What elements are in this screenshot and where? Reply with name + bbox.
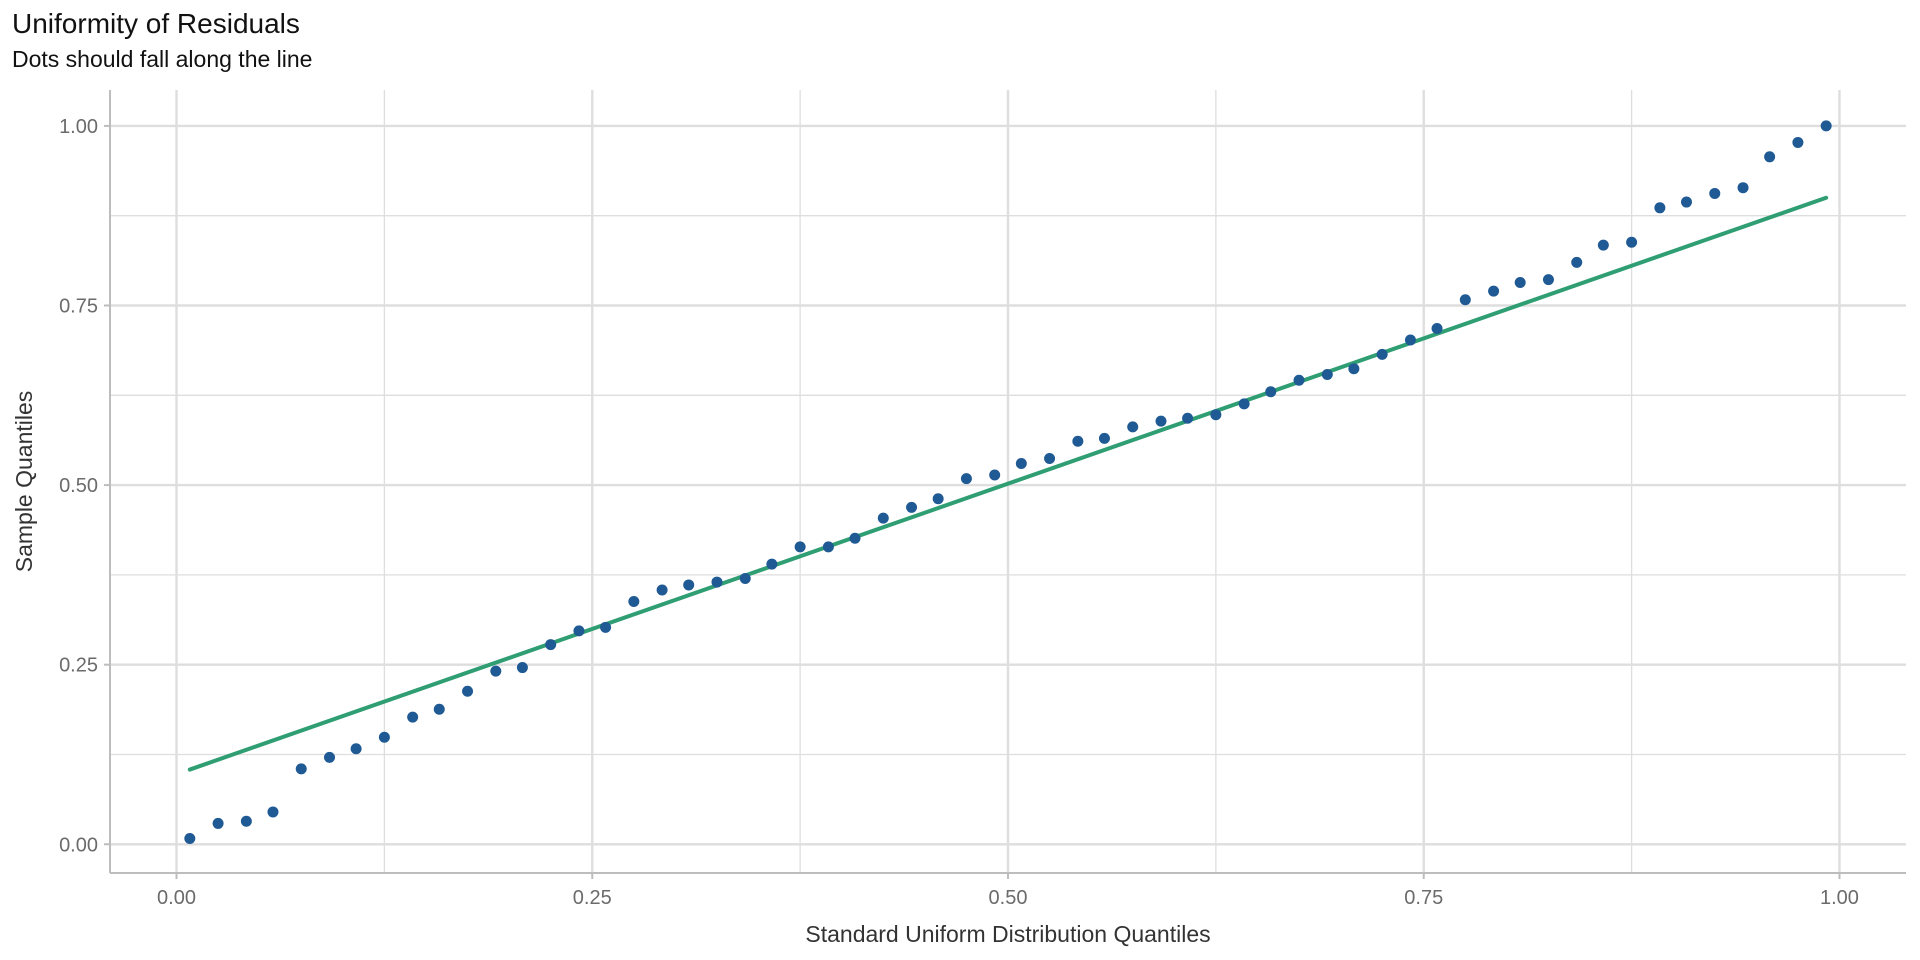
data-point bbox=[1680, 196, 1692, 208]
data-point bbox=[1376, 348, 1388, 360]
x-tick-label: 0.75 bbox=[1404, 887, 1443, 909]
data-point bbox=[1127, 421, 1139, 433]
data-point bbox=[1514, 277, 1526, 289]
data-point bbox=[1098, 432, 1110, 444]
data-point bbox=[1654, 202, 1666, 214]
chart-subtitle: Dots should fall along the line bbox=[12, 46, 313, 72]
data-point bbox=[462, 685, 474, 697]
data-point bbox=[378, 731, 390, 743]
data-point bbox=[1265, 386, 1277, 398]
data-point bbox=[516, 662, 528, 674]
data-point bbox=[267, 806, 279, 818]
data-point bbox=[1238, 398, 1250, 410]
data-point bbox=[711, 576, 723, 588]
data-point bbox=[600, 621, 612, 633]
data-point bbox=[490, 665, 502, 677]
data-point bbox=[1792, 136, 1804, 148]
x-tick-label: 1.00 bbox=[1820, 887, 1859, 909]
reference-line-group bbox=[187, 195, 1829, 772]
data-point bbox=[1737, 182, 1749, 194]
data-point bbox=[1155, 415, 1167, 427]
data-point bbox=[1348, 363, 1360, 375]
data-point bbox=[960, 473, 972, 485]
data-point bbox=[1072, 435, 1084, 447]
data-point bbox=[407, 711, 419, 723]
data-points bbox=[184, 120, 1832, 845]
data-point bbox=[1542, 274, 1554, 286]
x-tick-label: 0.50 bbox=[989, 887, 1028, 909]
y-axis-title: Sample Quantiles bbox=[11, 391, 37, 573]
data-point bbox=[573, 625, 585, 637]
y-tick-label: 0.00 bbox=[59, 834, 98, 856]
data-point bbox=[1431, 322, 1443, 334]
data-point bbox=[1321, 368, 1333, 380]
data-point bbox=[877, 512, 889, 524]
major-gridlines bbox=[110, 90, 1906, 873]
data-point bbox=[545, 639, 557, 651]
data-point bbox=[350, 743, 362, 755]
data-point bbox=[794, 541, 806, 553]
data-point bbox=[849, 532, 861, 544]
data-point bbox=[739, 572, 751, 584]
x-axis-title: Standard Uniform Distribution Quantiles bbox=[805, 921, 1210, 947]
data-point bbox=[324, 751, 336, 763]
data-point bbox=[433, 703, 445, 715]
data-point bbox=[212, 817, 224, 829]
x-tick-label: 0.00 bbox=[157, 887, 196, 909]
data-point bbox=[1597, 239, 1609, 251]
data-point bbox=[989, 469, 1001, 481]
data-point bbox=[1764, 151, 1776, 163]
y-tick-label: 0.75 bbox=[59, 296, 98, 318]
data-point bbox=[295, 763, 307, 775]
data-point bbox=[1015, 458, 1027, 470]
data-point bbox=[1488, 285, 1500, 297]
data-point bbox=[656, 584, 668, 596]
data-point bbox=[1404, 334, 1416, 346]
y-tick-label: 0.50 bbox=[59, 475, 98, 497]
y-tick-labels: 0.00 0.25 0.50 0.75 1.00 bbox=[59, 116, 98, 856]
data-point bbox=[1210, 409, 1222, 421]
data-point bbox=[184, 833, 196, 845]
data-point bbox=[906, 501, 918, 513]
reference-line bbox=[187, 195, 1829, 772]
data-point bbox=[822, 541, 834, 553]
data-point bbox=[1044, 453, 1056, 465]
data-point bbox=[1571, 256, 1583, 268]
data-point bbox=[1459, 294, 1471, 306]
data-point bbox=[1820, 120, 1832, 132]
data-point bbox=[1293, 374, 1305, 386]
data-point bbox=[1709, 187, 1721, 199]
axes bbox=[104, 90, 1906, 879]
x-tick-label: 0.25 bbox=[573, 887, 612, 909]
data-point bbox=[1182, 412, 1194, 424]
data-point bbox=[932, 493, 944, 505]
chart-title: Uniformity of Residuals bbox=[12, 8, 300, 39]
x-tick-labels: 0.00 0.25 0.50 0.75 1.00 bbox=[157, 887, 1859, 909]
data-point bbox=[683, 579, 695, 591]
y-tick-label: 0.25 bbox=[59, 655, 98, 677]
data-point bbox=[766, 558, 778, 570]
data-point bbox=[1626, 236, 1638, 248]
data-point bbox=[240, 815, 252, 827]
data-point bbox=[628, 595, 640, 607]
y-tick-label: 1.00 bbox=[59, 116, 98, 138]
